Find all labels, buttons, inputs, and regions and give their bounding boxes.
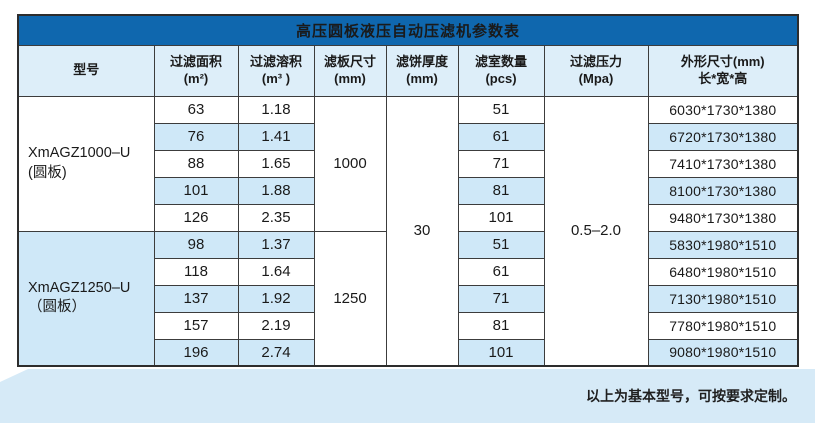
area-value: 196 <box>153 338 239 367</box>
area-value: 137 <box>153 284 239 313</box>
chambers-value: 71 <box>457 149 545 178</box>
col-header-dimensions-label: 外形尺寸(mm) <box>680 53 765 69</box>
chambers-value: 71 <box>457 284 545 313</box>
chambers-value: 101 <box>457 338 545 367</box>
dimensions-value: 9480*1730*1380 <box>647 203 799 232</box>
area-value: 98 <box>153 230 239 259</box>
table-row: XmAGZ1250–U （圆板） 98 1.37 1250 51 5830*19… <box>17 230 799 367</box>
header-row: 型号 过滤面积 (m²) 过滤溶积 (m³ ) 滤板尺寸 (mm) 滤饼厚度 <box>17 44 799 97</box>
area-value: 101 <box>153 176 239 205</box>
dimensions-value: 7410*1730*1380 <box>647 149 799 178</box>
dimensions-value: 6720*1730*1380 <box>647 122 799 151</box>
table-row: 101 1.88 81 8100*1730*1380 <box>18 176 799 205</box>
model-type: (圆板) <box>28 164 67 181</box>
col-header-area-label: 过滤面积 <box>169 53 222 69</box>
area-value: 157 <box>153 311 239 340</box>
col-header-volume-unit: (m³ ) <box>261 70 291 86</box>
col-header-plate-size-label: 滤板尺寸 <box>323 53 376 69</box>
dimensions-value: 7780*1980*1510 <box>647 311 799 340</box>
col-header-cake-thickness-unit: (mm) <box>406 70 438 86</box>
chambers-value: 81 <box>457 311 545 340</box>
dimensions-value: 9080*1980*1510 <box>647 338 799 367</box>
volume-value: 2.19 <box>237 311 315 340</box>
col-header-model-label: 型号 <box>73 62 100 78</box>
model-name: XmAGZ1000–U <box>28 144 131 161</box>
col-header-dimensions: 外形尺寸(mm) 长*宽*高 <box>647 44 799 97</box>
model-cell-xmagz1000: XmAGZ1000–U (圆板) <box>17 95 155 232</box>
volume-value: 2.35 <box>237 203 315 232</box>
table-row: 88 1.65 71 7410*1730*1380 <box>18 149 799 178</box>
chambers-value: 81 <box>457 176 545 205</box>
spec-table: 高压圆板液压自动压滤机参数表 型号 过滤面积 (m²) 过滤溶积 (m³ ) 滤… <box>17 14 800 367</box>
model-cell-xmagz1250: XmAGZ1250–U （圆板） <box>17 230 155 367</box>
model-type: （圆板） <box>28 299 86 316</box>
col-header-pressure-label: 过滤压力 <box>569 53 622 69</box>
col-header-pressure-unit: (Mpa) <box>578 70 614 86</box>
col-header-plate-size-unit: (mm) <box>334 70 366 86</box>
area-value: 88 <box>153 149 239 178</box>
area-value: 118 <box>153 257 239 286</box>
footnote: 以上为基本型号，可按要求定制。 <box>586 388 796 404</box>
dimensions-value: 6030*1730*1380 <box>647 95 799 124</box>
volume-value: 1.18 <box>237 95 315 124</box>
plate-size-value: 1250 <box>313 230 387 367</box>
col-header-dimensions-unit: 长*宽*高 <box>698 70 748 86</box>
volume-value: 1.64 <box>237 257 315 286</box>
chambers-value: 51 <box>457 230 545 259</box>
table-row: 118 1.64 61 6480*1980*1510 <box>18 257 799 286</box>
volume-value: 1.41 <box>237 122 315 151</box>
col-header-model: 型号 <box>17 44 155 97</box>
footer-band: 以上为基本型号，可按要求定制。 <box>0 369 815 423</box>
area-value: 126 <box>153 203 239 232</box>
cake-thickness-value: 30 <box>385 95 459 367</box>
dimensions-value: 5830*1980*1510 <box>647 230 799 259</box>
dimensions-value: 8100*1730*1380 <box>647 176 799 205</box>
volume-value: 2.74 <box>237 338 315 367</box>
table-row: 196 2.74 101 9080*1980*1510 <box>18 338 799 367</box>
chambers-value: 101 <box>457 203 545 232</box>
col-header-cake-thickness-label: 滤饼厚度 <box>395 53 448 69</box>
col-header-pressure: 过滤压力 (Mpa) <box>543 44 649 97</box>
col-header-plate-size: 滤板尺寸 (mm) <box>313 44 387 97</box>
col-header-volume: 过滤溶积 (m³ ) <box>237 44 315 97</box>
table-title: 高压圆板液压自动压滤机参数表 <box>17 14 799 46</box>
table-row: 126 2.35 101 9480*1730*1380 <box>18 203 799 232</box>
volume-value: 1.88 <box>237 176 315 205</box>
area-value: 76 <box>153 122 239 151</box>
chambers-value: 61 <box>457 122 545 151</box>
dimensions-value: 7130*1980*1510 <box>647 284 799 313</box>
volume-value: 1.37 <box>237 230 315 259</box>
volume-value: 1.92 <box>237 284 315 313</box>
col-header-area: 过滤面积 (m²) <box>153 44 239 97</box>
chambers-value: 61 <box>457 257 545 286</box>
dimensions-value: 6480*1980*1510 <box>647 257 799 286</box>
table-row: 137 1.92 71 7130*1980*1510 <box>18 284 799 313</box>
col-header-volume-label: 过滤溶积 <box>249 53 302 69</box>
table-row: 76 1.41 61 6720*1730*1380 <box>18 122 799 151</box>
col-header-area-unit: (m²) <box>183 70 209 86</box>
col-header-chambers-unit: (pcs) <box>485 70 517 86</box>
table-row: XmAGZ1000–U (圆板) 63 1.18 1000 30 51 0.5–… <box>17 95 799 367</box>
chambers-value: 51 <box>457 95 545 124</box>
plate-size-value: 1000 <box>313 95 387 232</box>
model-name: XmAGZ1250–U <box>28 279 131 296</box>
volume-value: 1.65 <box>237 149 315 178</box>
area-value: 63 <box>153 95 239 124</box>
col-header-chambers-label: 滤室数量 <box>474 53 527 69</box>
col-header-cake-thickness: 滤饼厚度 (mm) <box>385 44 459 97</box>
pressure-value: 0.5–2.0 <box>543 95 649 367</box>
table-row: 157 2.19 81 7780*1980*1510 <box>18 311 799 340</box>
col-header-chambers: 滤室数量 (pcs) <box>457 44 545 97</box>
